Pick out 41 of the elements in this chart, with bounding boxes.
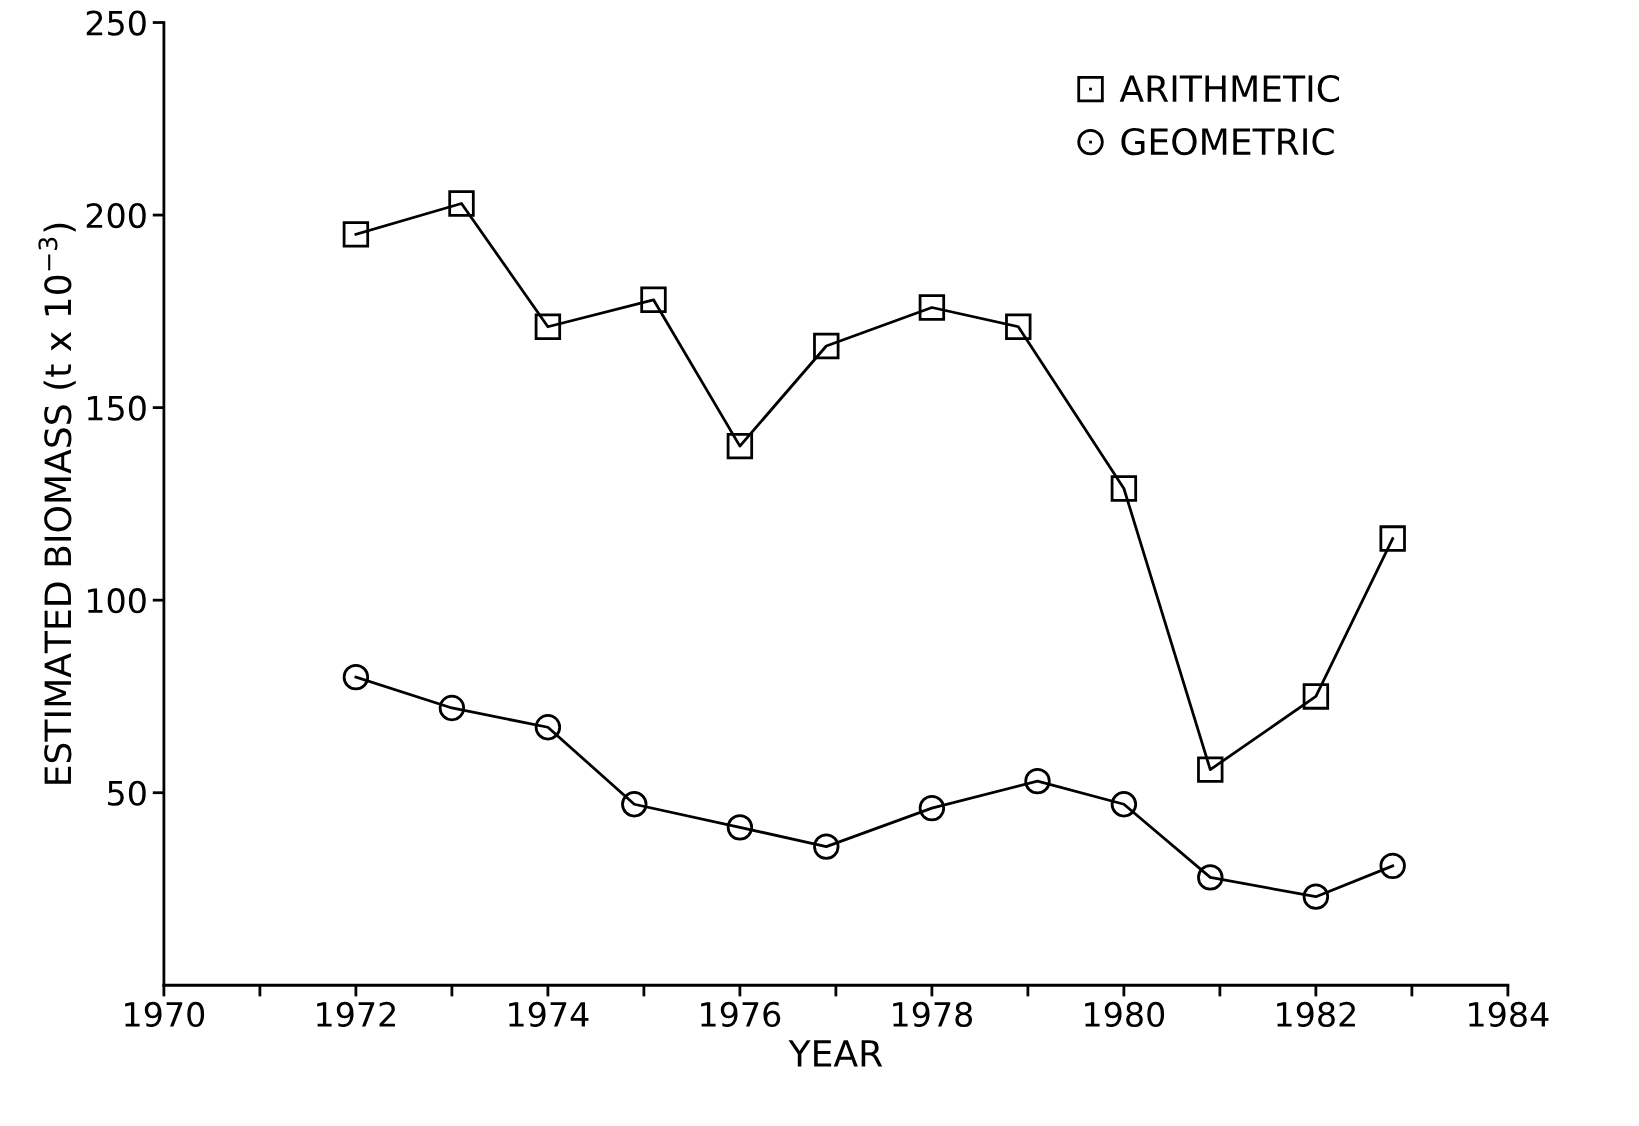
point	[813, 332, 840, 360]
y-tick-label: 100	[87, 588, 146, 614]
point	[813, 833, 840, 860]
point	[640, 286, 667, 313]
y-tick-label: 250	[86, 10, 146, 36]
point	[438, 694, 466, 722]
x-tick-label: 1980	[1085, 1001, 1165, 1028]
x-tick-label: 1976	[701, 1001, 781, 1028]
point	[1379, 852, 1406, 880]
y-tick-label: 150	[87, 395, 146, 421]
point	[1197, 756, 1224, 783]
point	[918, 794, 946, 822]
point	[1005, 313, 1032, 340]
point	[918, 294, 946, 321]
point	[1379, 525, 1406, 552]
point	[342, 663, 370, 691]
legend-label: ARITHMETIC	[1119, 74, 1340, 103]
point	[1024, 767, 1051, 795]
x-axis-title: YEAR	[788, 1040, 883, 1067]
x-tick-label: 1972	[317, 1001, 395, 1028]
x-tick-label: 1974	[509, 1001, 589, 1028]
legend-label: GEOMETRIC	[1121, 127, 1334, 156]
point	[621, 791, 648, 818]
point	[1197, 864, 1224, 891]
point	[726, 814, 754, 841]
x-tick-label: 1982	[1277, 1001, 1355, 1028]
point	[1110, 791, 1138, 818]
x-tick-label: 1984	[1469, 1001, 1549, 1028]
point	[534, 714, 562, 741]
point	[534, 313, 562, 340]
point	[1302, 683, 1330, 710]
y-tick-label: 50	[108, 780, 146, 806]
y-tick-label: 200	[86, 202, 146, 229]
point	[1110, 475, 1138, 502]
point	[726, 432, 754, 460]
x-tick-label: 1970	[125, 1001, 205, 1028]
y-axis-title: ESTIMATED BIOMASS (t x 10$^{−3}$)	[38, 223, 76, 784]
x-tick-label: 1978	[893, 1001, 973, 1028]
point	[342, 221, 370, 248]
point	[448, 190, 475, 217]
point	[1302, 883, 1330, 910]
